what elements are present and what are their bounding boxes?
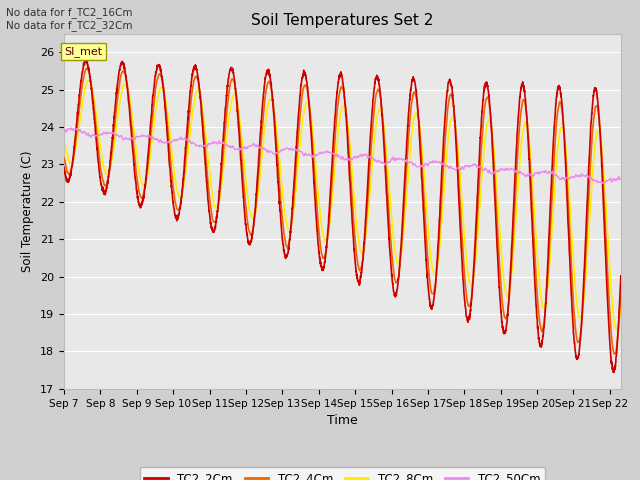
- Line: TC2_4Cm: TC2_4Cm: [64, 69, 621, 354]
- TC2_4Cm: [274, 156, 282, 161]
- TC2_2Cm: [617, 273, 625, 279]
- Text: SI_met: SI_met: [65, 46, 103, 57]
- TC2_50Cm: [546, 169, 554, 175]
- TC2_4Cm: [606, 313, 614, 319]
- Line: TC2_2Cm: TC2_2Cm: [64, 59, 621, 372]
- Line: TC2_8Cm: TC2_8Cm: [64, 80, 621, 329]
- TC2_8Cm: [274, 137, 282, 143]
- Title: Soil Temperatures Set 2: Soil Temperatures Set 2: [252, 13, 433, 28]
- X-axis label: Time: Time: [327, 414, 358, 427]
- TC2_50Cm: [67, 125, 75, 131]
- TC2_8Cm: [612, 326, 620, 332]
- TC2_4Cm: [83, 66, 90, 72]
- TC2_8Cm: [617, 305, 625, 311]
- Y-axis label: Soil Temperature (C): Soil Temperature (C): [22, 150, 35, 272]
- TC2_50Cm: [274, 150, 282, 156]
- TC2_2Cm: [60, 165, 68, 170]
- TC2_2Cm: [157, 66, 164, 72]
- TC2_4Cm: [617, 292, 625, 298]
- TC2_2Cm: [606, 343, 614, 349]
- TC2_4Cm: [157, 73, 164, 79]
- Line: TC2_50Cm: TC2_50Cm: [64, 128, 621, 183]
- TC2_8Cm: [60, 138, 68, 144]
- TC2_50Cm: [157, 137, 164, 143]
- TC2_50Cm: [60, 127, 68, 132]
- TC2_50Cm: [606, 175, 614, 181]
- TC2_50Cm: [599, 180, 607, 186]
- TC2_50Cm: [617, 177, 625, 182]
- TC2_2Cm: [81, 56, 89, 62]
- TC2_8Cm: [546, 255, 554, 261]
- TC2_4Cm: [60, 155, 68, 161]
- TC2_8Cm: [298, 123, 306, 129]
- TC2_8Cm: [124, 86, 132, 92]
- TC2_2Cm: [274, 175, 282, 180]
- TC2_4Cm: [546, 232, 554, 238]
- TC2_8Cm: [85, 77, 93, 83]
- Legend: TC2_2Cm, TC2_4Cm, TC2_8Cm, TC2_50Cm: TC2_2Cm, TC2_4Cm, TC2_8Cm, TC2_50Cm: [140, 467, 545, 480]
- TC2_50Cm: [298, 149, 306, 155]
- TC2_8Cm: [157, 85, 164, 91]
- TC2_4Cm: [611, 351, 618, 357]
- TC2_4Cm: [298, 95, 306, 101]
- TC2_2Cm: [546, 209, 554, 215]
- TC2_2Cm: [124, 89, 132, 95]
- TC2_4Cm: [124, 85, 132, 91]
- Text: No data for f_TC2_16Cm
No data for f_TC2_32Cm: No data for f_TC2_16Cm No data for f_TC2…: [6, 7, 133, 31]
- TC2_2Cm: [298, 78, 306, 84]
- TC2_50Cm: [124, 136, 132, 142]
- TC2_2Cm: [609, 370, 617, 375]
- TC2_8Cm: [606, 270, 614, 276]
